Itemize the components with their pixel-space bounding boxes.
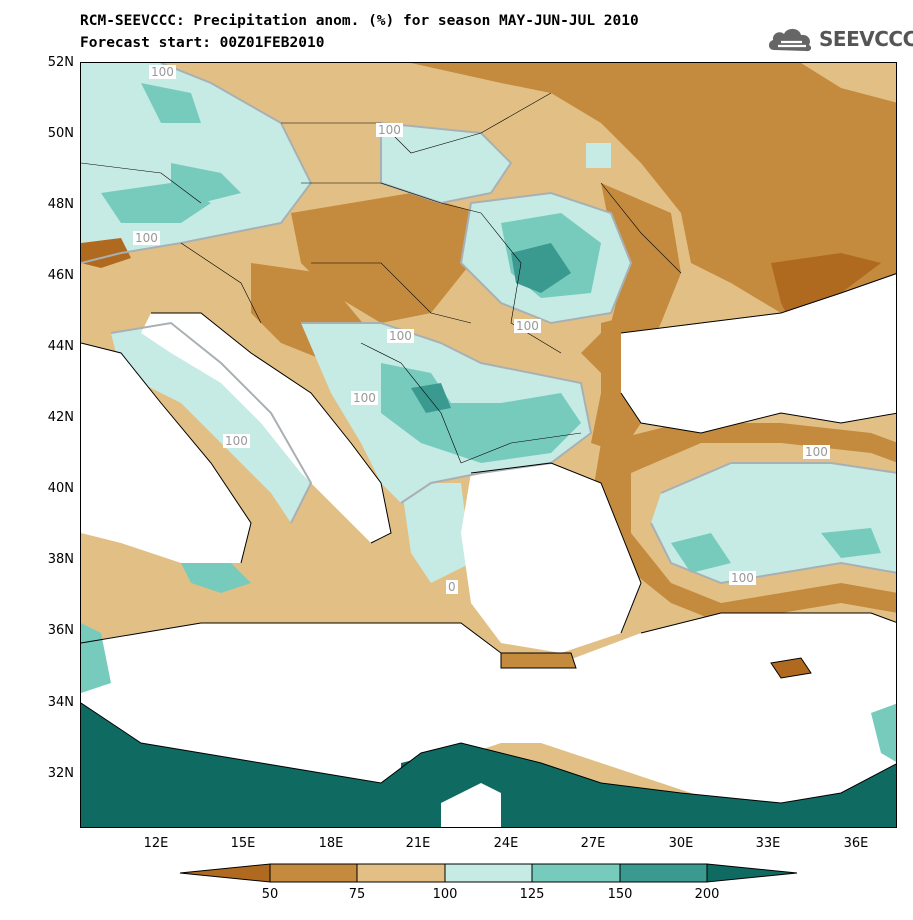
lon-label: 18E bbox=[318, 836, 344, 851]
libya-white-block bbox=[441, 783, 501, 827]
contour-label: 0 bbox=[446, 580, 458, 594]
bavaria-moderate-wet-region bbox=[141, 83, 201, 123]
colorbar-segment-100-125 bbox=[444, 863, 533, 883]
northeast-dry-region bbox=[411, 63, 896, 362]
tunisia-moderate-wet-patch bbox=[81, 623, 111, 693]
colorbar-label: 125 bbox=[519, 887, 545, 902]
kosovo-very-wet-core bbox=[411, 383, 451, 413]
colorbar-segment-gt200 bbox=[706, 863, 798, 883]
precipitation-map: 100 100 100 100 100 100 100 100 100 0 bbox=[80, 62, 897, 828]
lon-label: 12E bbox=[143, 836, 169, 851]
forecast-start-label: Forecast start: 00Z01FEB2010 bbox=[80, 35, 325, 51]
map-title: RCM-SEEVCCC: Precipitation anom. (%) for… bbox=[80, 13, 639, 29]
contour-label: 100 bbox=[133, 231, 160, 245]
colorbar-segment-125-150 bbox=[531, 863, 621, 883]
country-borders bbox=[81, 92, 682, 464]
colorbar-segment-lt50 bbox=[179, 863, 271, 883]
tyrrhenian-sea bbox=[81, 343, 251, 563]
italy-wet-region bbox=[111, 323, 311, 523]
contour-label: 100 bbox=[803, 445, 830, 459]
colorbar-label: 100 bbox=[432, 887, 458, 902]
romania-dry-strip bbox=[581, 183, 681, 373]
lat-label: 50N bbox=[47, 126, 74, 141]
lon-label: 33E bbox=[755, 836, 781, 851]
lon-label: 30E bbox=[668, 836, 694, 851]
black-sea bbox=[621, 273, 896, 433]
coastlines bbox=[81, 273, 896, 804]
lat-label: 38N bbox=[47, 552, 74, 567]
lat-label: 48N bbox=[47, 197, 74, 212]
colorbar-label: 75 bbox=[348, 887, 366, 902]
lon-label: 36E bbox=[843, 836, 869, 851]
adriatic-sea bbox=[141, 313, 391, 543]
lat-label: 46N bbox=[47, 268, 74, 283]
lon-label: 27E bbox=[580, 836, 606, 851]
colorbar bbox=[179, 863, 798, 883]
greece-wet-region bbox=[401, 483, 471, 583]
lat-label: 44N bbox=[47, 339, 74, 354]
map-canvas bbox=[81, 63, 896, 827]
crete-island bbox=[501, 653, 576, 668]
lon-label: 15E bbox=[230, 836, 256, 851]
lon-label: 21E bbox=[405, 836, 431, 851]
lat-label: 32N bbox=[47, 766, 74, 781]
contour-label: 100 bbox=[223, 434, 250, 448]
turkey-moderate-wet-patch bbox=[671, 533, 731, 573]
romania-very-wet-core bbox=[511, 243, 571, 293]
colorbar-segment-75-100 bbox=[356, 863, 446, 883]
contour-label: 100 bbox=[149, 65, 176, 79]
colorbar-label: 200 bbox=[694, 887, 720, 902]
central-europe-wet-region bbox=[381, 123, 511, 203]
contour-label: 100 bbox=[351, 391, 378, 405]
cyprus-island bbox=[771, 658, 811, 678]
contour-label: 100 bbox=[387, 329, 414, 343]
lat-label: 34N bbox=[47, 695, 74, 710]
cloud-icon bbox=[768, 28, 812, 52]
austria-wet-region bbox=[171, 163, 241, 203]
moldova-wet-spot bbox=[586, 143, 611, 168]
crimea-very-dry-region bbox=[771, 253, 881, 313]
egypt-moderate-wet-patch bbox=[871, 703, 896, 762]
ukraine-light-band bbox=[801, 63, 896, 103]
lat-label: 52N bbox=[47, 55, 74, 70]
logo-text: SEEVCCC bbox=[819, 27, 913, 51]
lon-label: 24E bbox=[493, 836, 519, 851]
seevccc-logo: SEEVCCC bbox=[766, 24, 913, 54]
contour-label: 100 bbox=[514, 319, 541, 333]
colorbar-segment-50-75 bbox=[269, 863, 358, 883]
lat-label: 40N bbox=[47, 481, 74, 496]
contour-label: 100 bbox=[376, 123, 403, 137]
colorbar-label: 150 bbox=[607, 887, 633, 902]
lat-label: 36N bbox=[47, 623, 74, 638]
colorbar-segment-150-200 bbox=[619, 863, 708, 883]
contour-label: 100 bbox=[729, 571, 756, 585]
mediterranean-sea bbox=[81, 613, 896, 803]
colorbar-label: 50 bbox=[261, 887, 279, 902]
sicily-moderate-wet-region bbox=[181, 563, 251, 593]
lat-label: 42N bbox=[47, 410, 74, 425]
hungary-dry-region bbox=[291, 193, 481, 323]
turkey-east-wet-patch bbox=[821, 528, 881, 558]
aegean-sea bbox=[461, 463, 641, 653]
